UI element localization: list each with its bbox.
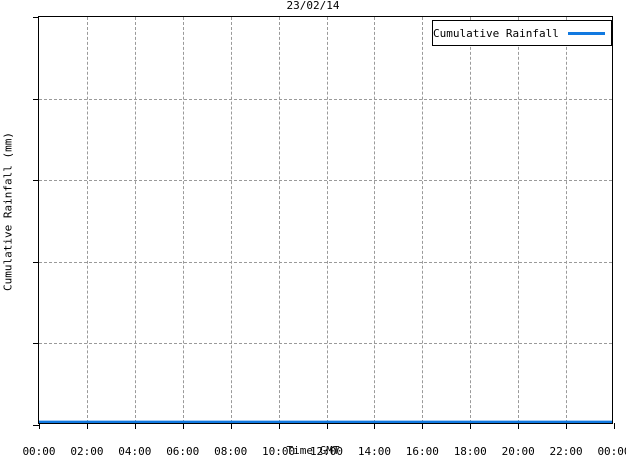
x-tick-mark xyxy=(374,423,376,429)
x-tick-label: 14:00 xyxy=(357,445,391,458)
gridline-horizontal xyxy=(39,261,612,263)
x-tick-label: 22:00 xyxy=(549,445,583,458)
x-tick-mark xyxy=(182,423,184,429)
gridline-vertical xyxy=(374,17,376,423)
x-tick-mark xyxy=(422,423,424,429)
x-tick-label: 08:00 xyxy=(214,445,248,458)
x-tick-label: 00:00 xyxy=(597,445,626,458)
gridline-vertical xyxy=(278,17,280,423)
gridline-vertical xyxy=(422,17,424,423)
gridline-horizontal xyxy=(39,98,612,100)
gridline-vertical xyxy=(518,17,520,423)
gridline-vertical xyxy=(86,17,88,423)
gridline-horizontal xyxy=(39,343,612,345)
x-tick-label: 16:00 xyxy=(405,445,439,458)
gridline-vertical xyxy=(566,17,568,423)
x-tick-label: 18:00 xyxy=(453,445,487,458)
y-tick-mark xyxy=(33,261,39,263)
y-tick-mark xyxy=(33,343,39,345)
x-tick-mark xyxy=(614,423,615,429)
y-tick-mark xyxy=(33,425,39,426)
chart-title: 23/02/14 xyxy=(286,0,340,12)
y-tick-mark xyxy=(33,180,39,182)
x-tick-mark xyxy=(230,423,232,429)
plot-area: 020406080100 00:0002:0004:0006:0008:0010… xyxy=(22,16,626,457)
x-axis-title: Time GMT xyxy=(286,444,340,457)
legend-label-cumulative-rainfall: Cumulative Rainfall xyxy=(433,26,559,40)
x-tick-label: 10:00 xyxy=(262,445,296,458)
legend-line-swatch-icon xyxy=(567,31,605,35)
gridline-vertical xyxy=(230,17,232,423)
x-tick-mark xyxy=(566,423,568,429)
x-tick-label: 00:00 xyxy=(22,445,56,458)
x-tick-label: 12:00 xyxy=(309,445,344,458)
series-layer xyxy=(39,17,612,423)
x-tick-label: 02:00 xyxy=(70,445,104,458)
x-tick-mark xyxy=(134,423,136,429)
x-tick-label: 06:00 xyxy=(166,445,200,458)
plot-inner xyxy=(39,17,612,423)
legend: Cumulative Rainfall xyxy=(432,20,612,46)
x-tick-mark xyxy=(278,423,280,429)
y-axis-title: Cumulative Rainfall (mm) xyxy=(1,132,15,291)
x-tick-label: 04:00 xyxy=(118,445,152,458)
x-tick-label: 20:00 xyxy=(501,445,535,458)
x-tick-mark xyxy=(86,423,88,429)
x-tick-mark xyxy=(518,423,520,429)
gridline-horizontal xyxy=(39,180,612,182)
x-tick-mark xyxy=(39,423,40,429)
gridline-vertical xyxy=(326,17,328,423)
gridline-vertical xyxy=(182,17,184,423)
gridline-vertical xyxy=(470,17,472,423)
y-tick-mark xyxy=(33,98,39,100)
x-tick-mark xyxy=(326,423,328,429)
y-tick-mark xyxy=(33,17,39,18)
gridline-vertical xyxy=(134,17,136,423)
x-tick-mark xyxy=(470,423,472,429)
